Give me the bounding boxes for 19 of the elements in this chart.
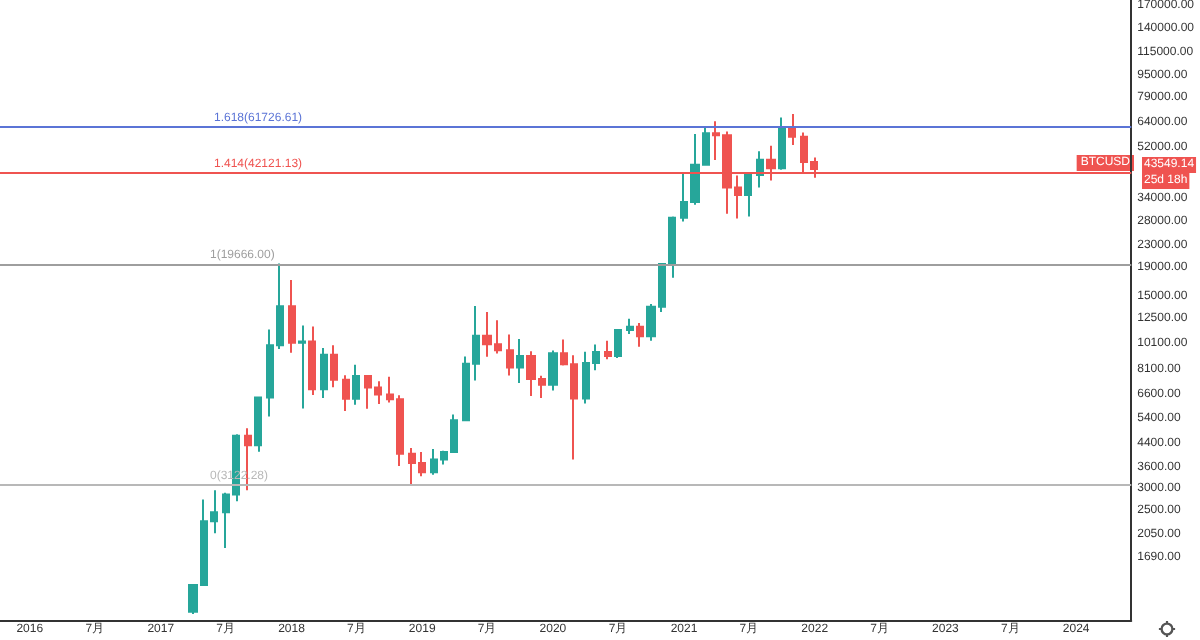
candlestick bbox=[778, 116, 786, 171]
candlestick bbox=[506, 333, 514, 377]
candlestick bbox=[756, 150, 764, 189]
candlestick bbox=[744, 171, 752, 218]
candlestick bbox=[548, 349, 558, 392]
candlestick bbox=[320, 347, 328, 400]
candlestick bbox=[308, 325, 316, 396]
candlestick bbox=[626, 317, 634, 335]
candlestick bbox=[636, 321, 644, 348]
candlestick bbox=[604, 339, 612, 361]
candlestick bbox=[788, 112, 796, 146]
candlestick bbox=[330, 344, 338, 389]
candlestick bbox=[298, 324, 306, 410]
candlestick bbox=[516, 337, 524, 384]
candlestick bbox=[288, 278, 296, 354]
candlestick bbox=[254, 396, 262, 453]
candlestick bbox=[342, 374, 350, 412]
candlestick bbox=[352, 363, 360, 406]
candlestick bbox=[614, 328, 622, 359]
